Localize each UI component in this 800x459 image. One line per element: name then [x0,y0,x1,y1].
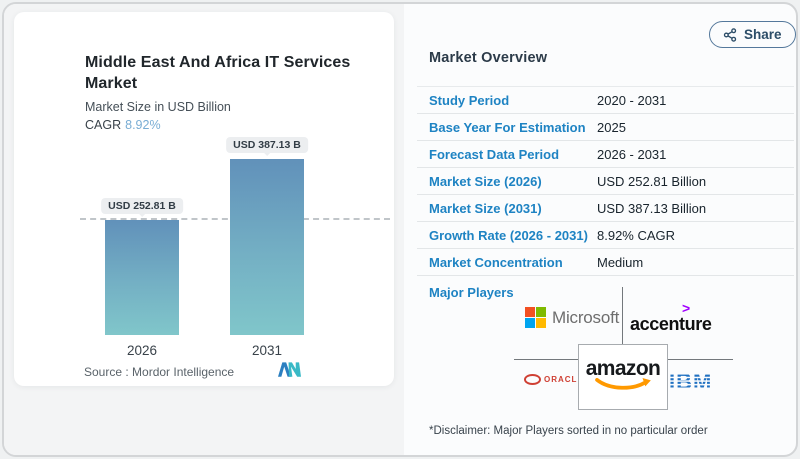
market-overview-table: Study Period 2020 - 2031 Base Year For E… [417,86,794,276]
bar-value-chip: USD 252.81 B [101,198,183,217]
table-row: Market Size (2026) USD 252.81 Billion [417,168,794,195]
amazon-smile-icon [594,378,652,396]
row-value: USD 387.13 Billion [597,200,707,216]
accenture-chevron-icon: > [682,300,691,316]
row-label: Growth Rate (2026 - 2031) [429,227,588,243]
row-value: 2026 - 2031 [597,146,667,162]
oracle-o-icon [524,374,541,385]
players-vertical-divider [622,287,623,360]
row-value: 2020 - 2031 [597,92,667,108]
row-label: Study Period [429,92,510,108]
oracle-wordmark: ORACLE [544,375,584,384]
ibm-logo: IBM [669,369,723,398]
row-label: Forecast Data Period [429,146,560,162]
row-label: Base Year For Estimation [429,119,586,135]
chart-title: Middle East And Africa IT Services Marke… [85,54,351,93]
row-label: Market Size (2031) [429,200,542,216]
table-row: Study Period 2020 - 2031 [417,87,794,114]
cagr-value: 8.92% [125,118,161,132]
row-value: Medium [597,254,644,270]
chart-bar [230,159,304,335]
oracle-logo: ORACLE [524,374,584,385]
share-button[interactable]: Share [709,21,796,48]
bar-value-chip: USD 387.13 B [226,137,308,156]
accenture-wordmark: accenture [630,314,712,334]
mordor-intelligence-logo-icon [278,362,301,382]
x-axis-label: 2026 [126,343,158,358]
row-value: USD 252.81 Billion [597,173,707,189]
chart-subtitle: Market Size in USD Billion [85,100,231,114]
panel-heading: Market Overview [429,50,548,66]
row-value: 8.92% CAGR [597,227,676,243]
microsoft-logo: Microsoft [525,307,619,328]
share-button-label: Share [744,27,782,42]
amazon-logo: amazon [578,344,668,410]
table-row: Market Concentration Medium [417,249,794,276]
source-attribution: Source : Mordor Intelligence [84,365,235,379]
cagr-label: CAGR [85,118,122,132]
x-axis-label: 2031 [251,343,283,358]
accenture-logo: > accenture [630,300,712,335]
chart-card: Middle East And Africa IT Services Marke… [14,12,394,386]
microsoft-squares-icon [525,307,546,328]
row-label: Market Concentration [429,254,563,270]
amazon-wordmark: amazon [585,357,661,380]
ibm-wordmark: IBM [669,371,712,393]
disclaimer-text: *Disclaimer: Major Players sorted in no … [429,425,708,437]
row-label: Market Size (2026) [429,173,542,189]
table-row: Forecast Data Period 2026 - 2031 [417,141,794,168]
chart-bar [105,220,179,335]
table-row: Market Size (2031) USD 387.13 Billion [417,195,794,222]
table-row: Base Year For Estimation 2025 [417,114,794,141]
share-icon [723,27,737,42]
major-players-label: Major Players [429,285,514,300]
row-value: 2025 [597,119,626,135]
table-row: Growth Rate (2026 - 2031) 8.92% CAGR [417,222,794,249]
chart-cagr-line: CAGR 8.92% [85,118,161,132]
microsoft-wordmark: Microsoft [552,307,620,327]
